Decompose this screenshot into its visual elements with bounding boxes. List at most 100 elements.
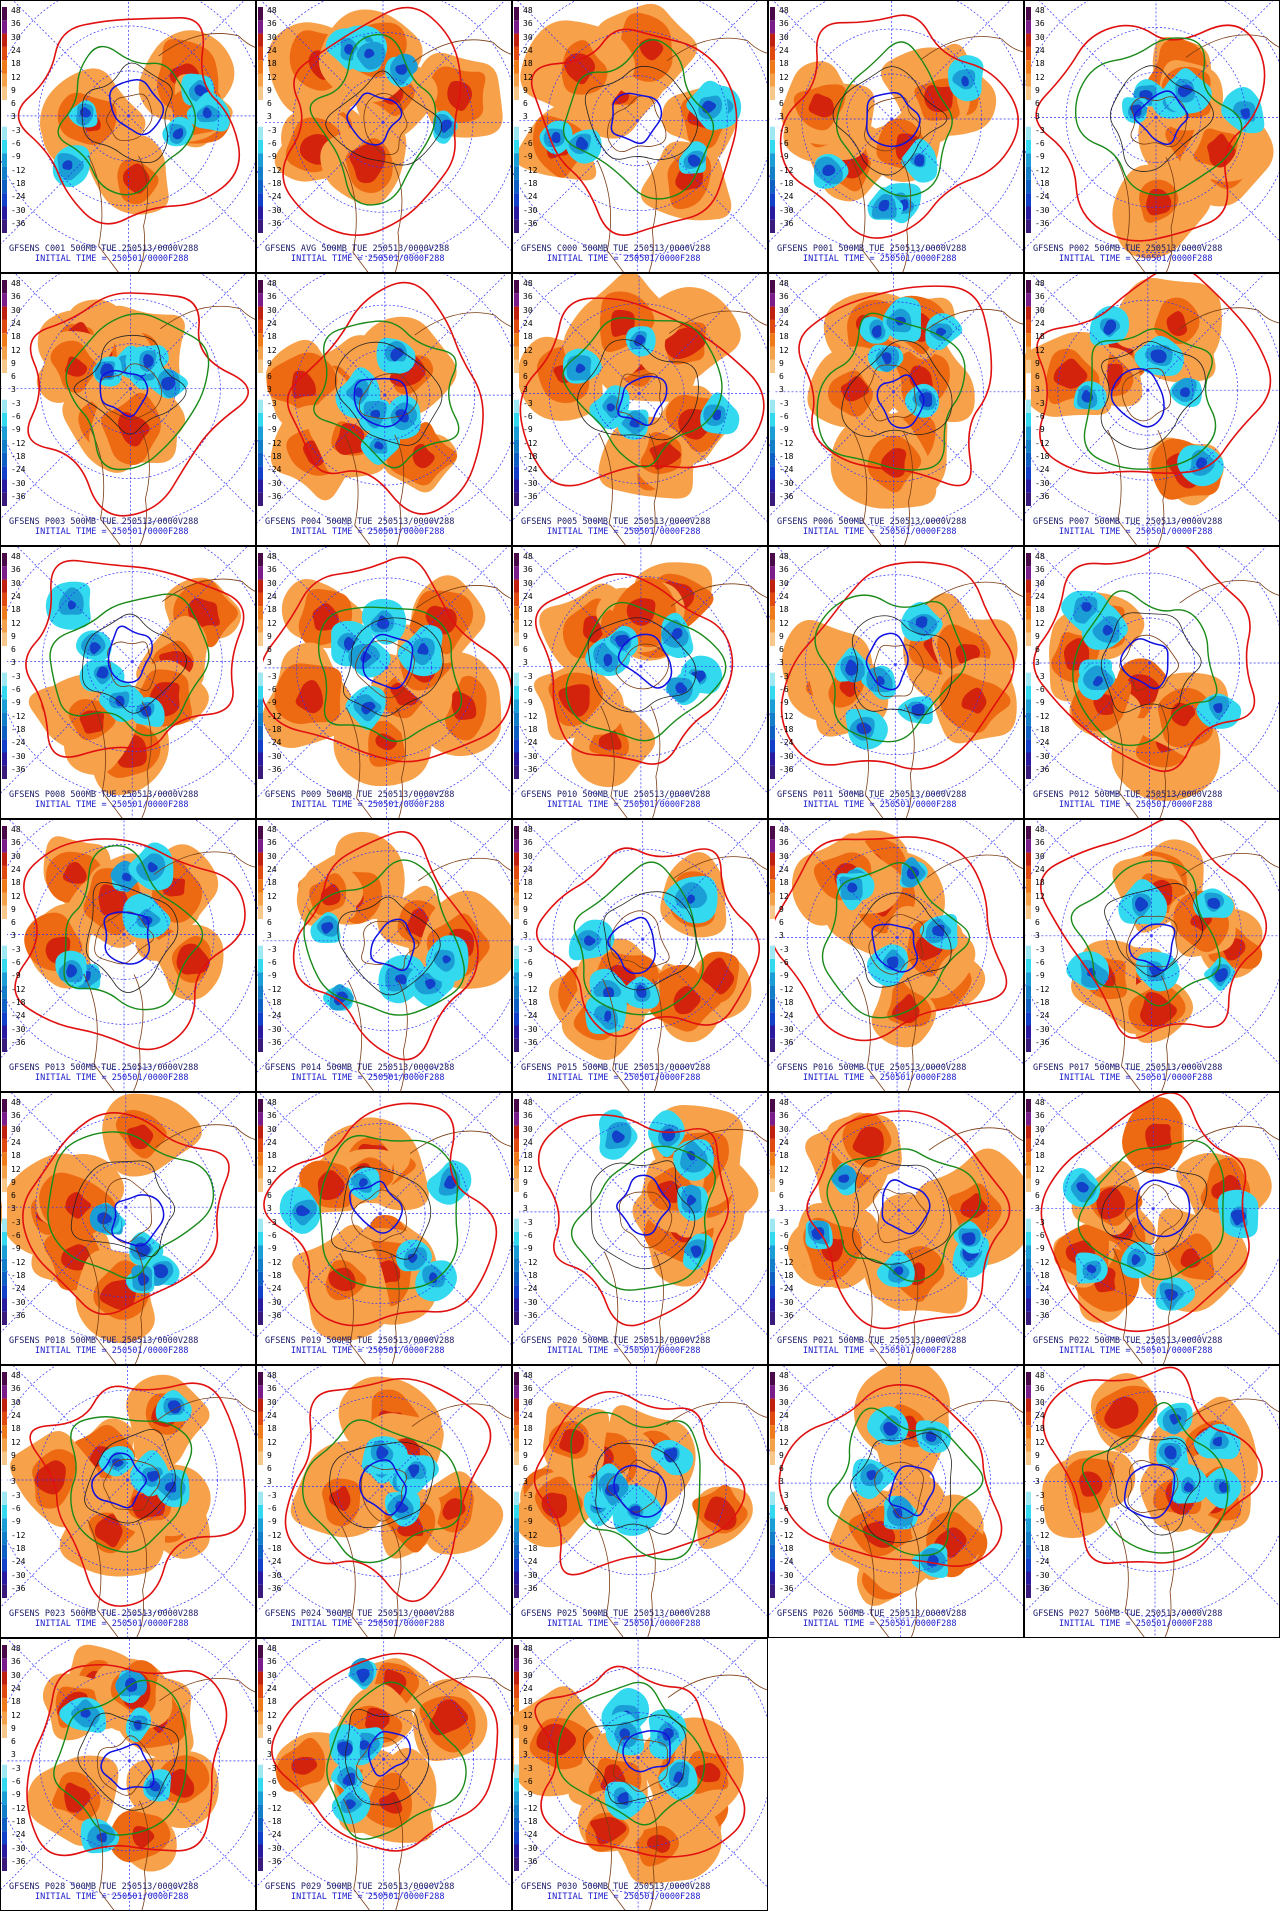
colorbar-tick-label: -30 — [779, 751, 794, 761]
colorbar-tick-label: -12 — [267, 711, 282, 721]
colorbar-tick-label: 3 — [11, 385, 16, 395]
colorbar-tick-label: -18 — [1035, 1270, 1050, 1280]
colorbar-tick-label: -18 — [1035, 724, 1050, 734]
colorbar-tick-label: 9 — [11, 85, 16, 95]
colorbar-tick-label: -36 — [1035, 764, 1050, 774]
cold-anomaly-shading — [813, 55, 984, 224]
colorbar-tick-label: 6 — [11, 99, 16, 109]
warm-anomaly-shading — [534, 562, 714, 788]
map-panel: 48 36 30 24 18 12 9 6 3 -3 -6 -9 -12 -18 -24 -30 -36 GFSE… — [256, 546, 512, 819]
colorbar-tick-label: 9 — [11, 904, 16, 914]
map-panel: 48 36 30 24 18 12 9 6 3 -3 -6 -9 -12 -18 -24 -30 -36 GFSE… — [1024, 273, 1280, 546]
colorbar-tick-label: -9 — [1035, 971, 1045, 981]
colorbar-tick-label: 3 — [267, 1750, 272, 1760]
initial-time-caption: INITIAL TIME = 250501/0000F288 — [1059, 1073, 1213, 1083]
colorbar-tick-label: 6 — [267, 1464, 272, 1474]
colorbar-tick-label: 24 — [523, 1137, 533, 1147]
colorbar-tick-label: -24 — [267, 1557, 282, 1567]
colorbar-tick-label: -3 — [11, 1217, 21, 1227]
colorbar — [1026, 7, 1031, 233]
member-caption: GFSENS P005 500MB TUE 250513/0000V288 — [521, 517, 710, 527]
colorbar-tick-label: 30 — [11, 578, 21, 588]
colorbar-tick-label: 18 — [523, 1697, 533, 1707]
initial-time-caption: INITIAL TIME = 250501/0000F288 — [547, 1619, 701, 1629]
colorbar — [258, 553, 263, 779]
colorbar-tick-label: 9 — [523, 1450, 528, 1460]
colorbar-tick-label: -18 — [779, 1543, 794, 1553]
colorbar-tick-label: 12 — [523, 618, 533, 628]
map-panel: 48 36 30 24 18 12 9 6 3 -3 -6 -9 -12 -18 -24 -30 -36 GFSE… — [256, 1638, 512, 1911]
colorbar-tick-label: -30 — [267, 205, 282, 215]
colorbar-tick-label: 48 — [11, 6, 21, 15]
colorbar-tick-label: -18 — [1035, 451, 1050, 461]
map-panel: 48 36 30 24 18 12 9 6 3 -3 -6 -9 -12 -18 -24 -30 -36 GFSE… — [0, 1092, 256, 1365]
initial-time-caption: INITIAL TIME = 250501/0000F288 — [291, 1892, 445, 1902]
colorbar-tick-label: -36 — [779, 1583, 794, 1593]
colorbar-tick-label: 48 — [523, 1098, 533, 1107]
lat-lon-grid — [1025, 820, 1279, 1091]
initial-time-caption: INITIAL TIME = 250501/0000F288 — [35, 1346, 189, 1356]
colorbar-tick-label: -30 — [523, 1024, 538, 1034]
colorbar-tick-label: -18 — [11, 1816, 26, 1826]
colorbar-tick-label: -6 — [1035, 412, 1045, 421]
height-anomaly-map — [1025, 1093, 1279, 1364]
lat-lon-grid — [257, 1, 511, 272]
valid-time: 500MB TUE 250513/0000V288 — [70, 790, 199, 800]
colorbar-tick-label: -18 — [267, 997, 282, 1007]
colorbar-tick-label: -12 — [523, 1257, 538, 1267]
colorbar-tick-label: -6 — [523, 958, 533, 967]
colorbar-tick-label: 36 — [523, 838, 533, 848]
height-anomaly-map — [1, 820, 255, 1091]
colorbar-tick-label: 6 — [779, 372, 784, 382]
height-anomaly-map — [257, 820, 511, 1091]
valid-time: 500MB TUE 250513/0000V288 — [582, 1609, 711, 1619]
colorbar-tick-label: -3 — [779, 398, 789, 408]
map-panel: 48 36 30 24 18 12 9 6 3 -3 -6 -9 -12 -18 -24 -30 -36 GFSE… — [512, 546, 768, 819]
colorbar-tick-label: 48 — [779, 279, 789, 288]
colorbar — [770, 7, 775, 233]
colorbar-tick-label: -6 — [523, 1504, 533, 1513]
colorbar-tick-label: 12 — [267, 345, 277, 355]
colorbar-tick-label: 30 — [523, 305, 533, 315]
valid-time: 500MB TUE 250513/0000V288 — [582, 517, 711, 527]
map-panel: 48 36 30 24 18 12 9 6 3 -3 -6 -9 -12 -18 -24 -30 -36 GFSE… — [768, 1365, 1024, 1638]
colorbar-tick-label: 12 — [11, 1710, 21, 1720]
member-caption: GFSENS P014 500MB TUE 250513/0000V288 — [265, 1063, 454, 1073]
colorbar-tick-label: -36 — [523, 1583, 538, 1593]
colorbar-tick-label: 12 — [779, 1437, 789, 1447]
colorbar-tick-label: 48 — [779, 6, 789, 15]
lat-lon-grid — [1025, 1, 1279, 272]
colorbar-tick-label: 48 — [523, 552, 533, 561]
colorbar-tick-label: 36 — [1035, 565, 1045, 575]
colorbar-tick-label: 3 — [779, 385, 784, 395]
colorbar-tick-label: 6 — [11, 918, 16, 928]
colorbar-tick-label: 36 — [267, 1384, 277, 1394]
member-caption: GFSENS P015 500MB TUE 250513/0000V288 — [521, 1063, 710, 1073]
colorbar-tick-label: 24 — [267, 864, 277, 874]
colorbar-tick-label: 36 — [779, 838, 789, 848]
colorbar — [2, 1099, 7, 1325]
coastlines — [347, 857, 511, 1091]
colorbar-tick-label: -12 — [267, 1803, 282, 1813]
height-contours — [1040, 820, 1268, 1039]
colorbar-tick-label: 30 — [11, 1670, 21, 1680]
colorbar-tick-label: -36 — [779, 218, 794, 228]
initial-time-caption: INITIAL TIME = 250501/0000F288 — [547, 800, 701, 810]
height-contours — [282, 6, 462, 236]
colorbar-tick-label: 24 — [267, 318, 277, 328]
colorbar-tick-label: 3 — [1035, 658, 1040, 668]
colorbar-tick-label: -6 — [267, 139, 277, 148]
colorbar-tick-label: -9 — [523, 1244, 533, 1254]
colorbar-tick-label: 30 — [1035, 32, 1045, 42]
colorbar-tick-label: 9 — [267, 85, 272, 95]
colorbar — [514, 826, 519, 1052]
colorbar-tick-label: -6 — [779, 139, 789, 148]
colorbar-tick-label: -30 — [1035, 1024, 1050, 1034]
colorbar-tick-label: -12 — [779, 438, 794, 448]
colorbar-tick-label: 48 — [1035, 1098, 1045, 1107]
colorbar-tick-label: 6 — [267, 645, 272, 655]
colorbar-tick-label: 3 — [11, 658, 16, 668]
colorbar-tick-label: -18 — [11, 724, 26, 734]
colorbar-tick-label: -12 — [779, 1257, 794, 1267]
colorbar-tick-label: -18 — [11, 997, 26, 1007]
